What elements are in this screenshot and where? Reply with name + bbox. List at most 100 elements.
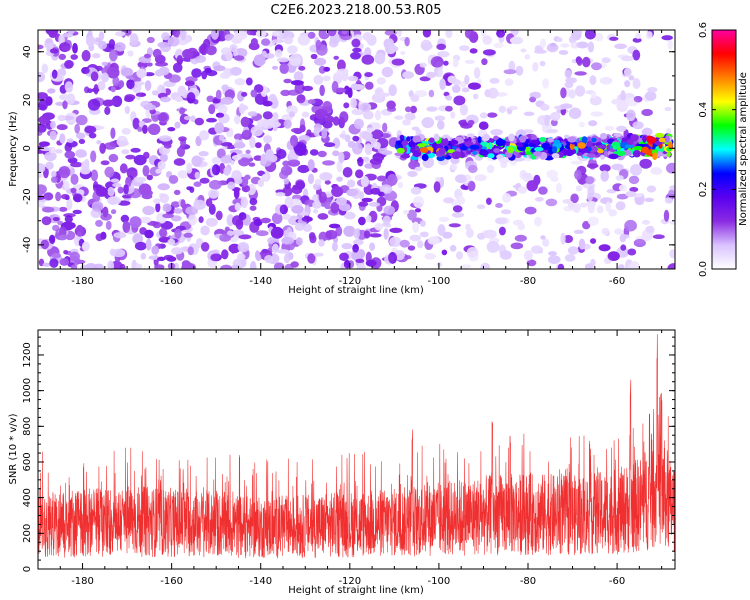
heatmap-cell xyxy=(593,32,604,42)
heatmap-cell xyxy=(616,125,627,132)
heatmap-cell xyxy=(344,134,351,143)
heatmap-signal-cell xyxy=(597,148,604,154)
heatmap-cell xyxy=(563,235,574,243)
heatmap-cell xyxy=(374,52,386,65)
heatmap-cell xyxy=(58,166,71,179)
heatmap-cell xyxy=(407,170,418,177)
heatmap-cell xyxy=(336,59,346,72)
heatmap-cell xyxy=(191,155,202,167)
heatmap-cell xyxy=(380,92,390,97)
heatmap-cell xyxy=(40,146,52,152)
heatmap-cell xyxy=(582,56,591,68)
heatmap-cell xyxy=(517,186,528,194)
heatmap-cell xyxy=(84,263,98,269)
heatmap-cell xyxy=(95,65,103,71)
heatmap-signal-cell xyxy=(586,146,592,152)
y-tick-label: 40 xyxy=(22,45,33,58)
heatmap-cell xyxy=(361,131,373,140)
heatmap-cell xyxy=(318,191,327,203)
heatmap-cell xyxy=(598,244,611,252)
heatmap-cell xyxy=(173,158,186,166)
heatmap-cell xyxy=(650,167,663,175)
heatmap-cell xyxy=(282,160,290,167)
heatmap-cell xyxy=(173,208,183,214)
heatmap-cell xyxy=(62,100,68,110)
colorbar-frame xyxy=(711,29,737,270)
heatmap-cell xyxy=(476,204,486,210)
heatmap-cell xyxy=(355,169,364,179)
heatmap-cell xyxy=(248,162,256,167)
heatmap-cell xyxy=(402,71,414,79)
heatmap-cell xyxy=(206,219,216,225)
heatmap-cell xyxy=(200,225,210,236)
heatmap-cell xyxy=(443,60,449,66)
heatmap-cell xyxy=(282,31,295,40)
heatmap-cell xyxy=(486,164,495,174)
heatmap-cell xyxy=(113,232,127,239)
spectrogram-panel: -180 -160 -140 -120 -100 -80 -60 -40 -20 0 20 40 H… xyxy=(8,29,676,296)
heatmap-cell xyxy=(358,216,366,226)
heatmap-cell xyxy=(90,169,99,182)
heatmap-cell xyxy=(108,153,119,163)
heatmap-cell xyxy=(146,62,153,67)
heatmap-cell xyxy=(198,151,209,157)
heatmap-cell xyxy=(356,263,366,269)
heatmap-cell xyxy=(616,193,629,200)
heatmap-cell xyxy=(297,34,311,46)
heatmap-cell xyxy=(298,65,306,71)
heatmap-cell xyxy=(558,50,569,55)
heatmap-cell xyxy=(56,124,68,131)
heatmap-cell xyxy=(127,50,134,57)
spectrogram-y-axis-label: Frequency (Hz) xyxy=(8,111,19,187)
heatmap-cell xyxy=(419,220,426,227)
heatmap-cell xyxy=(481,58,488,66)
heatmap-cell xyxy=(576,41,589,49)
heatmap-cell xyxy=(106,66,120,79)
heatmap-cell xyxy=(614,228,623,235)
heatmap-signal-cell xyxy=(612,145,619,150)
heatmap-cell xyxy=(546,169,558,179)
heatmap-cell xyxy=(412,221,420,233)
heatmap-cell xyxy=(49,258,59,268)
heatmap-cell xyxy=(220,155,233,164)
heatmap-signal-cell xyxy=(451,151,462,158)
heatmap-cell xyxy=(233,133,244,141)
heatmap-cell xyxy=(182,49,194,59)
heatmap-cell xyxy=(133,154,147,166)
heatmap-cell xyxy=(629,187,639,192)
x-tick-label: -120 xyxy=(338,276,361,287)
heatmap-cell xyxy=(64,81,74,93)
heatmap-cell xyxy=(297,164,310,174)
heatmap-cell xyxy=(426,71,436,79)
heatmap-cell xyxy=(171,247,183,255)
heatmap-cell xyxy=(351,250,362,261)
heatmap-cell xyxy=(48,30,57,38)
heatmap-cell xyxy=(353,228,360,239)
heatmap-signal-cell xyxy=(633,146,643,151)
heatmap-cell xyxy=(439,78,446,90)
heatmap-cell xyxy=(564,69,572,79)
heatmap-cell xyxy=(663,209,670,222)
heatmap-cell xyxy=(644,197,655,202)
heatmap-cell xyxy=(358,201,369,207)
heatmap-cell xyxy=(464,59,475,64)
heatmap-cell xyxy=(270,226,284,239)
heatmap-cell xyxy=(361,54,375,65)
heatmap-cell xyxy=(51,69,58,79)
heatmap-cell xyxy=(336,160,343,173)
heatmap-cell xyxy=(81,241,90,252)
heatmap-cell xyxy=(65,222,76,229)
heatmap-cell xyxy=(371,93,384,103)
heatmap-cell xyxy=(397,181,404,189)
heatmap-cell xyxy=(58,53,66,61)
heatmap-cell xyxy=(157,113,168,122)
heatmap-cell xyxy=(178,136,187,142)
heatmap-cell xyxy=(404,37,410,47)
heatmap-cell xyxy=(40,239,50,250)
heatmap-signal-cell xyxy=(508,133,515,142)
heatmap-cell xyxy=(115,31,126,37)
heatmap-cell xyxy=(383,186,389,193)
heatmap-cell xyxy=(611,163,624,171)
heatmap-cell xyxy=(265,53,275,59)
heatmap-cell xyxy=(560,232,566,245)
